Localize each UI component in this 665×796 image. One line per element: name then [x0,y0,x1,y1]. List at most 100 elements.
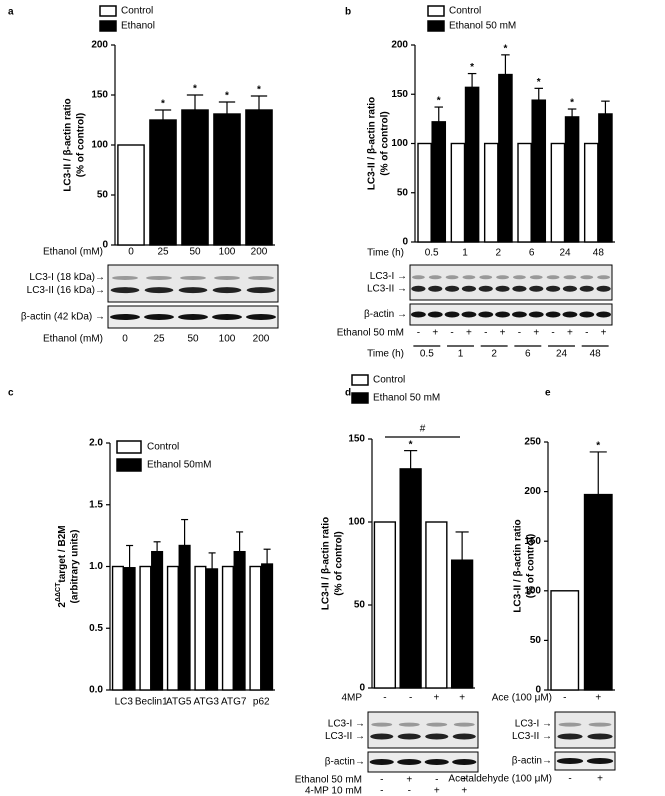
y-tick-label: 150 [391,89,408,100]
blot-band [398,722,420,727]
blot-actin [554,751,616,771]
legend-label: Ethanol 50mM [147,460,211,471]
blot-band [411,285,426,292]
row-value: 24 [556,349,568,360]
row-label: Time (h) [367,349,404,360]
row-value: - [417,328,420,339]
row-value: - [585,328,588,339]
row-value: 0 [122,334,128,345]
y-tick-label: 200 [91,40,108,51]
bar [373,521,397,689]
blot-band [546,285,561,292]
y-tick-label: 1.0 [89,561,103,572]
blot-band [212,287,242,294]
bar [498,73,513,243]
blot-band [246,314,276,320]
blot-band [412,275,425,280]
blot-band [452,759,477,765]
y-tick-label: 1.5 [89,499,103,510]
blot-label: β-actin→ [512,756,552,767]
blot-band [178,314,208,320]
blot-band [557,733,583,740]
bar [181,109,209,246]
legend-swatch [427,5,445,17]
y-tick-label: 50 [97,190,109,201]
significance-label: * [409,439,413,450]
y-axis-label: LC3-II / β-actin ratio [321,517,332,610]
blot-lc3 [367,711,479,749]
legend-swatch [351,374,369,386]
legend-label: Ethanol [121,21,155,32]
blot-band [445,285,460,292]
x-tick-label: Beclin1 [135,697,168,708]
blot-band [397,759,422,765]
bar [233,550,246,691]
error-bar [154,109,172,120]
bar [598,113,613,243]
significance-label: * [503,43,507,54]
row-label: Ethanol 50 mM [337,328,404,339]
row-label: Ethanol (mM) [43,334,103,345]
error-bar [181,518,189,546]
blot-band [214,275,240,280]
blot-band [371,722,393,727]
blot-band [562,285,577,292]
row-value: + [533,328,539,339]
blot-band [369,759,394,765]
y-tick-label: 0 [535,685,541,696]
blot-label: LC3-II → [325,731,365,742]
y-tick-label: 100 [391,138,408,149]
bar [117,144,145,246]
significance-label: * [537,77,541,88]
blot-band [478,311,494,318]
blot-band [513,275,526,280]
y-tick-label: 100 [91,140,108,151]
legend-swatch [116,458,142,472]
blot-band [461,285,476,292]
panel-label: c [8,388,14,399]
x-tick-label: - [563,693,566,704]
bar [111,565,124,691]
error-bar [404,450,418,469]
x-axis-label: 4MP [341,693,362,704]
y-tick-label: 150 [91,90,108,101]
x-tick-label: 2 [496,248,502,259]
panel-label: b [345,7,351,18]
bar [464,86,480,243]
x-tick-label: - [409,693,412,704]
legend-swatch [351,392,369,404]
x-axis-label: Time (h) [367,248,404,259]
error-bar [126,544,134,568]
blot-band [545,311,561,318]
blot-band [529,275,543,280]
bar [483,142,499,243]
row-value: - [450,328,453,339]
blot-band [144,287,174,294]
y-tick-label: 200 [391,40,408,51]
blot-label: LC3-I → [328,719,365,730]
y-tick-label: 2.0 [89,438,103,449]
row-value: + [432,328,438,339]
row-value: + [434,786,440,796]
row-value: + [406,775,412,786]
bar [431,121,447,243]
significance-label: * [193,84,197,95]
error-bar [567,108,577,117]
blot-band [452,733,476,740]
y-tick-label: 50 [397,187,409,198]
y-axis-label: (% of control) [380,111,391,175]
error-bar [434,106,443,122]
bar [450,559,474,689]
y-axis-label: LC3-II / β-actin ratio [513,519,524,612]
blot-band [495,311,510,318]
error-bar [534,87,543,101]
legend-swatch [99,5,117,17]
row-label: 4-MP 10 mM [305,786,362,796]
x-tick-label: + [595,693,601,704]
significance-label: * [257,85,261,96]
x-tick-label: ATG7 [221,697,247,708]
blot-band [453,722,475,727]
blot-band [586,758,614,764]
comparison-label: # [420,424,426,435]
legend-label: Ethanol 50 mM [373,393,440,404]
